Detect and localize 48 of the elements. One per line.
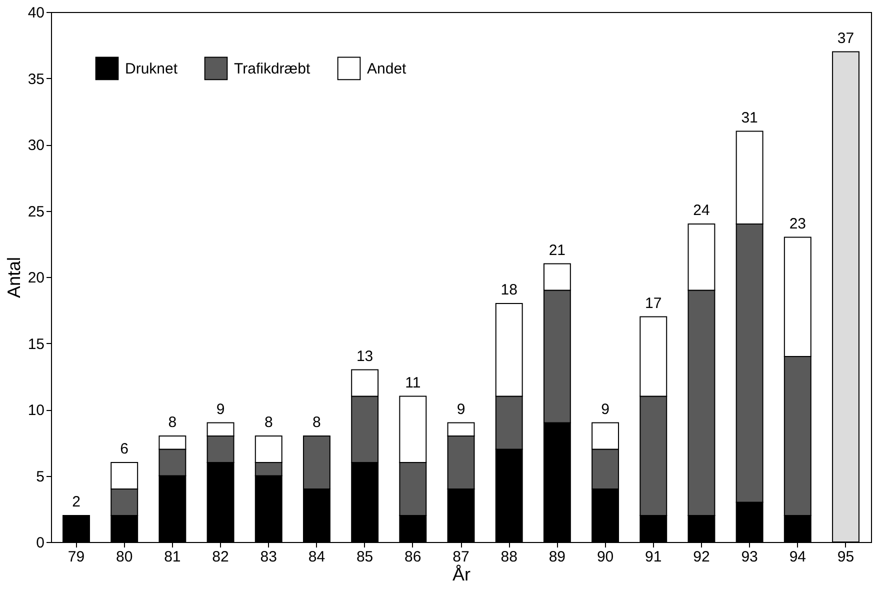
total-label: 21: [548, 242, 566, 259]
total-label: 8: [264, 414, 273, 431]
total-label: 8: [168, 414, 177, 431]
x-tick-label: 79: [68, 548, 85, 566]
x-axis-title: År: [452, 564, 471, 584]
legend-label: Druknet: [125, 60, 178, 78]
x-tick-label: 92: [693, 548, 710, 566]
y-tick-label: 25: [28, 203, 44, 220]
x-tick-label: 83: [260, 548, 277, 566]
y-tick-label: 15: [28, 336, 44, 353]
total-label: 9: [456, 400, 466, 418]
x-tick-label: 80: [116, 548, 133, 566]
x-tick-label: 95: [837, 548, 854, 566]
y-tick-label: 20: [28, 270, 44, 286]
x-tick-label: 93: [741, 548, 758, 566]
total-label: 13: [356, 348, 374, 365]
y-tick-label: 5: [36, 468, 44, 486]
x-tick-label: 87: [452, 548, 470, 566]
x-tick-label: 94: [789, 548, 806, 566]
x-tick-label: 89: [548, 548, 566, 566]
total-label: 18: [500, 282, 518, 298]
x-tick-label: 91: [645, 548, 662, 566]
x-tick-label: 84: [308, 548, 326, 566]
y-axis-title: Antal: [4, 256, 24, 298]
y-tick-label: 10: [28, 402, 44, 419]
legend-label: Andet: [367, 60, 408, 78]
total-label: 37: [837, 30, 854, 47]
total-label: 9: [601, 400, 610, 418]
total-label: 31: [741, 109, 758, 126]
x-tick-label: 86: [404, 548, 422, 566]
x-tick-label: 85: [356, 548, 374, 566]
x-tick-label: 82: [212, 548, 229, 566]
y-tick-label: 40: [28, 4, 44, 22]
legend-label: Trafikdræbt: [234, 60, 311, 78]
y-tick-label: 0: [36, 534, 44, 552]
total-label: 23: [789, 215, 806, 232]
total-label: 24: [693, 202, 710, 219]
total-label: 9: [216, 400, 225, 418]
y-tick-label: 35: [28, 70, 44, 88]
total-label: 11: [405, 374, 421, 392]
y-tick-label: 30: [28, 137, 44, 154]
total-label: 6: [120, 440, 129, 458]
total-label: 17: [645, 294, 662, 312]
x-tick-label: 81: [164, 548, 181, 566]
x-tick-label: 88: [500, 548, 518, 566]
total-label: 8: [312, 414, 321, 431]
x-tick-label: 90: [596, 548, 614, 566]
total-label: 2: [72, 494, 80, 510]
